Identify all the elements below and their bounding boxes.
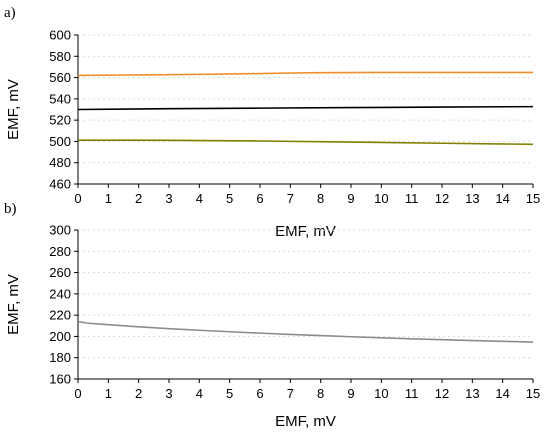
panel-b-x-tick-label: 8 (317, 386, 324, 401)
panel-a-y-tick-label: 460 (49, 177, 71, 192)
panel-a-x-tick-label: 6 (256, 191, 263, 206)
panel-a-x-tick-label: 5 (226, 191, 233, 206)
panel-b-label: b) (4, 201, 17, 217)
panel-a-x-tick-label: 1 (105, 191, 112, 206)
panel-a-series-line-1 (77, 71, 533, 77)
panel-b-x-tick-label: 9 (347, 386, 354, 401)
panel-b-x-tick-label: 7 (287, 386, 294, 401)
panel-b-y-tick-label: 180 (49, 350, 71, 365)
panel-b-y-tick-label: 200 (49, 329, 71, 344)
panel-a-label: a) (4, 5, 16, 21)
panel-a-x-tick-label: 4 (196, 191, 203, 206)
panel-b-y-axis-title: EMF, mV (5, 274, 22, 335)
panel-b-x-tick-label: 14 (495, 386, 509, 401)
panel-b-x-tick-label: 5 (226, 386, 233, 401)
panel-b-x-tick-label: 2 (135, 386, 142, 401)
panel-a-x-tick-label: 14 (495, 191, 509, 206)
panel-b-x-tick-label: 11 (405, 386, 419, 401)
panel-b-y-tick-label: 220 (49, 308, 71, 323)
panel-a-x-tick-label: 15 (526, 191, 540, 206)
panel-a-series-line-3 (78, 139, 534, 146)
panel-b-x-tick-label: 13 (465, 386, 479, 401)
panel-a-x-tick-label: 9 (347, 191, 354, 206)
panel-a-x-tick-label: 3 (165, 191, 172, 206)
panel-b-x-tick-label: 4 (196, 386, 203, 401)
panel-a-x-tick-label: 10 (374, 191, 388, 206)
panel-a-y-tick-label: 580 (49, 49, 71, 64)
panel-b-y-tick-label: 240 (49, 286, 71, 301)
panel-b-y-tick-label: 260 (49, 265, 71, 280)
panel-a-y-tick-label: 520 (49, 113, 71, 128)
panel-a-x-axis-title: EMF, mV (275, 223, 336, 240)
panel-b-y-tick-label: 280 (49, 244, 71, 259)
panel-b-x-axis-title: EMF, mV (275, 413, 336, 430)
panel-a-y-tick-label: 480 (49, 155, 71, 170)
panel-a-x-tick-label: 7 (287, 191, 294, 206)
panel-a-x-tick-label: 12 (435, 191, 449, 206)
panel-b-y-tick-label: 300 (49, 223, 71, 238)
panel-b-x-tick-label: 10 (374, 386, 388, 401)
panel-a-x-tick-label: 11 (405, 191, 419, 206)
panel-b-x-tick-label: 15 (526, 386, 540, 401)
panel-a-x-tick-label: 13 (465, 191, 479, 206)
panel-a-y-tick-label: 600 (49, 28, 71, 43)
panel-b-x-tick-label: 1 (105, 386, 112, 401)
panel-b-series-line-1 (77, 320, 534, 343)
panel-a-y-tick-label: 540 (49, 91, 71, 106)
panel-a-series-line-2 (77, 105, 534, 111)
panel-a-y-tick-label: 560 (49, 70, 71, 85)
panel-b-y-tick-label: 160 (49, 372, 71, 387)
panel-a-y-axis-title: EMF, mV (5, 79, 22, 140)
panel-a-x-tick-label: 0 (74, 191, 81, 206)
panel-a-x-tick-label: 8 (317, 191, 324, 206)
panel-b-x-tick-label: 6 (256, 386, 263, 401)
panel-b-x-tick-label: 12 (435, 386, 449, 401)
panel-a-x-tick-label: 2 (135, 191, 142, 206)
panel-b-x-tick-label: 3 (165, 386, 172, 401)
panel-b-x-tick-label: 0 (74, 386, 81, 401)
panel-a-y-tick-label: 500 (49, 134, 71, 149)
